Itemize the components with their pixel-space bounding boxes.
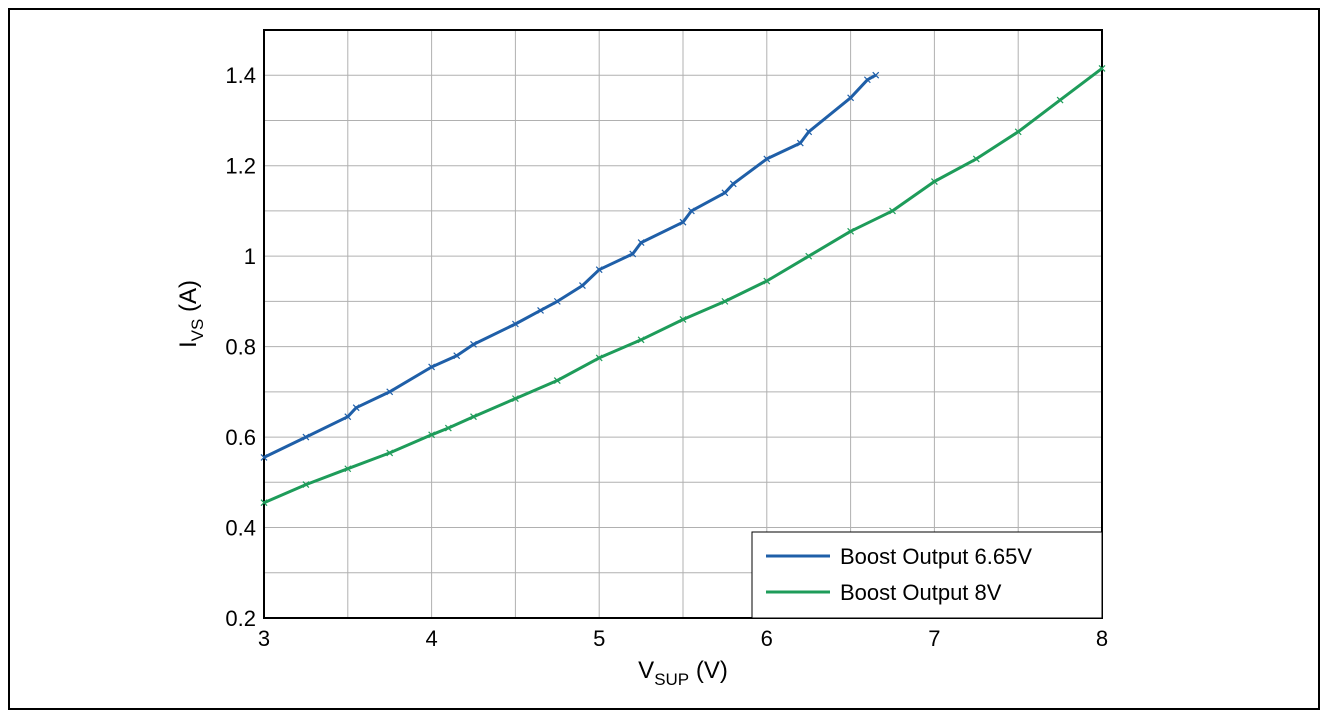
series-1-point <box>260 499 268 507</box>
series-0-point <box>428 363 436 371</box>
x-tick-label: 8 <box>1096 626 1108 651</box>
series-group <box>260 65 1106 507</box>
y-tick-label: 1.4 <box>225 63 256 88</box>
series-0-point <box>847 94 855 102</box>
tick-labels: 3 4 5 6 7 8 0.2 0.4 0.6 0.8 1 1.2 1.4 <box>225 63 1108 651</box>
series-0-point <box>352 404 360 412</box>
y-tick-label: 0.6 <box>225 425 256 450</box>
series-line-0 <box>263 73 877 459</box>
series-0-point <box>470 340 477 348</box>
series-0-point <box>579 282 586 289</box>
series-0-point <box>721 189 729 197</box>
x-tick-label: 4 <box>425 626 437 651</box>
series-0-point <box>805 128 813 136</box>
x-axis-label-sub: SUP <box>654 670 689 689</box>
series-1-point <box>805 252 813 260</box>
series-1-point <box>847 227 855 235</box>
y-tick-label: 1 <box>244 244 256 269</box>
y-axis-label-unit: (A) <box>175 280 202 319</box>
series-1-point <box>763 277 771 285</box>
series-0-point <box>637 239 645 247</box>
series-1-point <box>386 449 394 457</box>
series-1-point <box>302 481 310 488</box>
series-1-point <box>428 431 436 439</box>
series-0-point <box>679 218 687 226</box>
x-axis-label: VSUP (V) <box>638 657 728 689</box>
y-axis-label-main: I <box>175 341 202 348</box>
y-tick-label: 0.2 <box>225 606 256 631</box>
x-tick-label: 5 <box>593 626 605 651</box>
series-0-point <box>511 320 519 328</box>
series-1-point <box>637 336 645 344</box>
y-axis-label: IVS (A) <box>175 280 207 348</box>
series-1-point <box>1056 96 1064 104</box>
series-0-point <box>629 250 637 258</box>
legend-box <box>751 531 1103 619</box>
plot-area-border <box>263 29 1103 619</box>
series-0-point <box>386 388 394 396</box>
series-0-point <box>687 207 695 215</box>
x-tick-label: 7 <box>928 626 940 651</box>
series-1-point <box>889 207 896 215</box>
series-1-point <box>972 155 980 163</box>
series-1-point <box>721 297 729 305</box>
series-1-point <box>1098 65 1106 72</box>
series-0-point <box>763 155 771 163</box>
series-line-1 <box>263 67 1103 505</box>
series-1-point <box>444 424 452 432</box>
y-tick-label: 0.4 <box>225 516 256 541</box>
legend-label-8v: Boost Output 8V <box>840 580 1002 605</box>
grid <box>263 29 1103 619</box>
series-0-point <box>260 454 268 461</box>
x-tick-label: 3 <box>258 626 270 651</box>
y-tick-label: 1.2 <box>225 154 256 179</box>
legend-label-6-65v: Boost Output 6.65V <box>840 544 1032 569</box>
y-axis-label-sub: VS <box>188 319 207 342</box>
series-0-point <box>595 266 603 274</box>
series-0-point <box>344 413 352 421</box>
series-0-point <box>796 139 804 147</box>
series-1-point <box>1014 128 1022 136</box>
series-0-point <box>553 297 561 305</box>
y-tick-label: 0.8 <box>225 335 256 360</box>
legend: Boost Output 6.65V Boost Output 8V <box>751 531 1103 619</box>
x-axis-label-unit: (V) <box>689 657 728 684</box>
x-tick-label: 6 <box>761 626 773 651</box>
series-1-point <box>679 316 687 323</box>
series-1-point <box>511 395 519 403</box>
figure-frame <box>8 8 1320 710</box>
series-1-point <box>344 465 352 473</box>
series-0-point <box>872 71 880 79</box>
series-0-point <box>537 307 544 314</box>
x-axis-label-main: V <box>638 657 654 684</box>
series-0-point <box>453 352 461 360</box>
series-1-point <box>930 178 938 185</box>
series-0-point <box>729 180 737 188</box>
series-0-point <box>863 76 871 84</box>
series-1-point <box>595 354 603 362</box>
series-1-point <box>470 413 477 421</box>
series-0-point <box>302 433 310 441</box>
series-1-point <box>553 377 561 384</box>
